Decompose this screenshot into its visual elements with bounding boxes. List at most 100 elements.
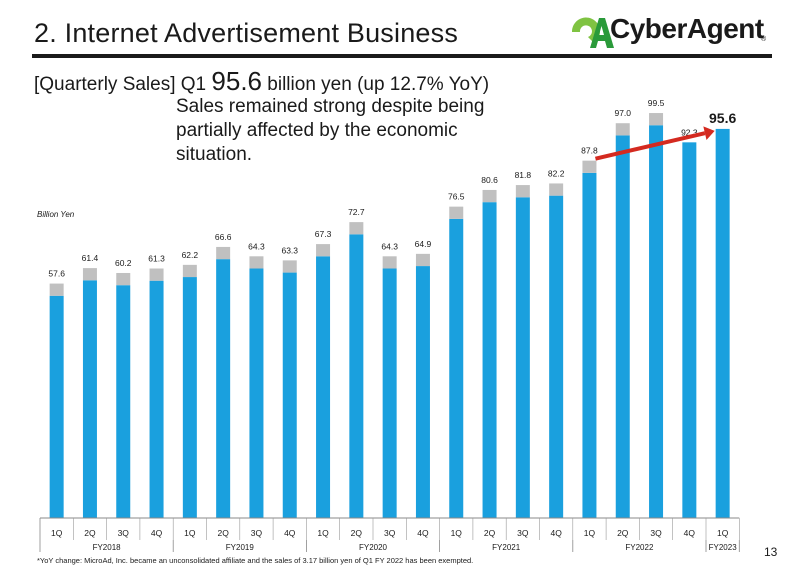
bar-excluded-8 (316, 244, 331, 257)
fiscal-year-label-4: FY2022 (625, 543, 654, 552)
bar-value-label-13: 80.6 (481, 175, 498, 185)
bar-value-label-9: 72.7 (348, 207, 365, 217)
x-tick-label-11: 4Q (417, 528, 429, 538)
bar-value-label-0: 57.6 (48, 269, 65, 279)
unit-label: Billion Yen (37, 210, 75, 219)
bar-value-label-19: 92.3 (681, 127, 698, 137)
logo-wordmark: CyberAgent (610, 13, 764, 44)
bar-value-label-18: 99.5 (648, 98, 665, 108)
bar-value-label-20: 95.6 (709, 110, 736, 126)
yoy-arrow-head-icon (703, 126, 715, 140)
bar-excluded-17 (615, 123, 630, 136)
headline-suffix: billion yen (up 12.7% YoY) (262, 74, 490, 95)
headline-value: 95.6 (211, 66, 263, 96)
bar-core-19 (682, 142, 697, 519)
bar-excluded-4 (182, 264, 197, 278)
bar-excluded-15 (549, 183, 564, 196)
x-tick-label-19: 4Q (684, 528, 696, 538)
bar-value-label-10: 64.3 (381, 241, 398, 251)
bar-value-label-11: 64.9 (415, 239, 432, 249)
fiscal-year-label-5: FY2023 (709, 543, 738, 552)
bar-core-17 (615, 135, 630, 519)
bar-value-label-1: 61.4 (82, 253, 99, 263)
yoy-arrow-line (594, 131, 706, 161)
x-tick-label-9: 2Q (351, 528, 363, 538)
bar-core-5 (216, 259, 231, 518)
x-tick-label-5: 2Q (217, 528, 229, 538)
bar-excluded-9 (349, 222, 364, 235)
bar-value-label-2: 60.2 (115, 258, 132, 268)
bar-excluded-14 (515, 185, 530, 198)
x-tick-label-12: 1Q (451, 528, 463, 538)
bar-excluded-10 (382, 256, 397, 269)
x-tick-label-13: 2Q (484, 528, 496, 538)
bar-core-13 (482, 202, 497, 518)
bar-value-label-6: 64.3 (248, 241, 265, 251)
bar-value-label-14: 81.8 (515, 170, 532, 180)
x-tick-label-10: 3Q (384, 528, 396, 538)
fiscal-year-label-1: FY2019 (226, 543, 255, 552)
x-tick-label-3: 4Q (151, 528, 163, 538)
bar-core-8 (316, 256, 331, 518)
x-tick-label-4: 1Q (184, 528, 196, 538)
bar-core-9 (349, 234, 364, 519)
x-tick-label-6: 3Q (251, 528, 263, 538)
page-title: 2. Internet Advertisement Business (34, 18, 459, 48)
x-tick-label-14: 3Q (517, 528, 529, 538)
bar-excluded-16 (582, 160, 597, 173)
headline: [Quarterly Sales] Q1 95.6 billion yen (u… (34, 66, 489, 97)
bar-core-12 (449, 218, 464, 519)
bar-value-label-16: 87.8 (581, 146, 598, 156)
headline-prefix: [Quarterly Sales] Q1 (34, 74, 212, 95)
bar-value-label-7: 63.3 (281, 245, 298, 255)
bar-value-label-8: 67.3 (315, 229, 332, 239)
bar-excluded-18 (649, 113, 664, 126)
summary-text: Sales remained strong despite being part… (176, 96, 485, 165)
x-tick-label-1: 2Q (84, 528, 96, 538)
bar-core-15 (549, 195, 564, 518)
bar-excluded-5 (216, 246, 231, 260)
footnote: *YoY change: MicroAd, Inc. became an unc… (37, 556, 474, 565)
bar-core-18 (649, 125, 664, 519)
bar-excluded-11 (415, 253, 430, 267)
x-tick-label-17: 2Q (617, 528, 629, 538)
bar-value-label-17: 97.0 (614, 108, 631, 118)
bar-core-3 (149, 280, 164, 518)
bar-excluded-12 (449, 206, 464, 219)
bar-core-7 (282, 272, 297, 518)
bar-core-20 (715, 128, 730, 518)
bar-excluded-3 (149, 268, 164, 281)
bar-excluded-7 (282, 260, 297, 273)
x-tick-label-15: 4Q (550, 528, 562, 538)
bar-core-0 (49, 295, 64, 518)
bar-value-label-5: 66.6 (215, 232, 232, 242)
bar-value-label-3: 61.3 (148, 254, 165, 264)
bar-core-2 (116, 285, 131, 518)
bar-core-6 (249, 268, 264, 518)
x-tick-label-8: 1Q (317, 528, 329, 538)
bar-excluded-6 (249, 256, 264, 269)
logo-registered-mark: ® (761, 36, 767, 43)
bar-value-label-15: 82.2 (548, 168, 565, 178)
x-tick-label-18: 3Q (650, 528, 662, 538)
bar-core-16 (582, 172, 597, 518)
cyberagent-logo-icon (571, 17, 614, 48)
bar-value-label-4: 62.2 (182, 250, 199, 260)
x-tick-label-7: 4Q (284, 528, 296, 538)
fiscal-year-label-2: FY2020 (359, 543, 388, 552)
bar-value-label-12: 76.5 (448, 192, 465, 202)
x-tick-label-0: 1Q (51, 528, 63, 538)
bar-core-11 (415, 266, 430, 518)
fiscal-year-label-0: FY2018 (93, 543, 122, 552)
x-tick-label-20: 1Q (717, 528, 729, 538)
bar-core-10 (382, 268, 397, 518)
title-underline (32, 54, 772, 58)
bar-core-14 (515, 197, 530, 518)
x-tick-label-2: 3Q (118, 528, 130, 538)
bar-excluded-1 (82, 268, 97, 281)
bar-core-1 (82, 280, 97, 518)
bar-excluded-0 (49, 283, 64, 296)
bar-excluded-2 (116, 272, 131, 286)
bar-excluded-13 (482, 189, 497, 203)
